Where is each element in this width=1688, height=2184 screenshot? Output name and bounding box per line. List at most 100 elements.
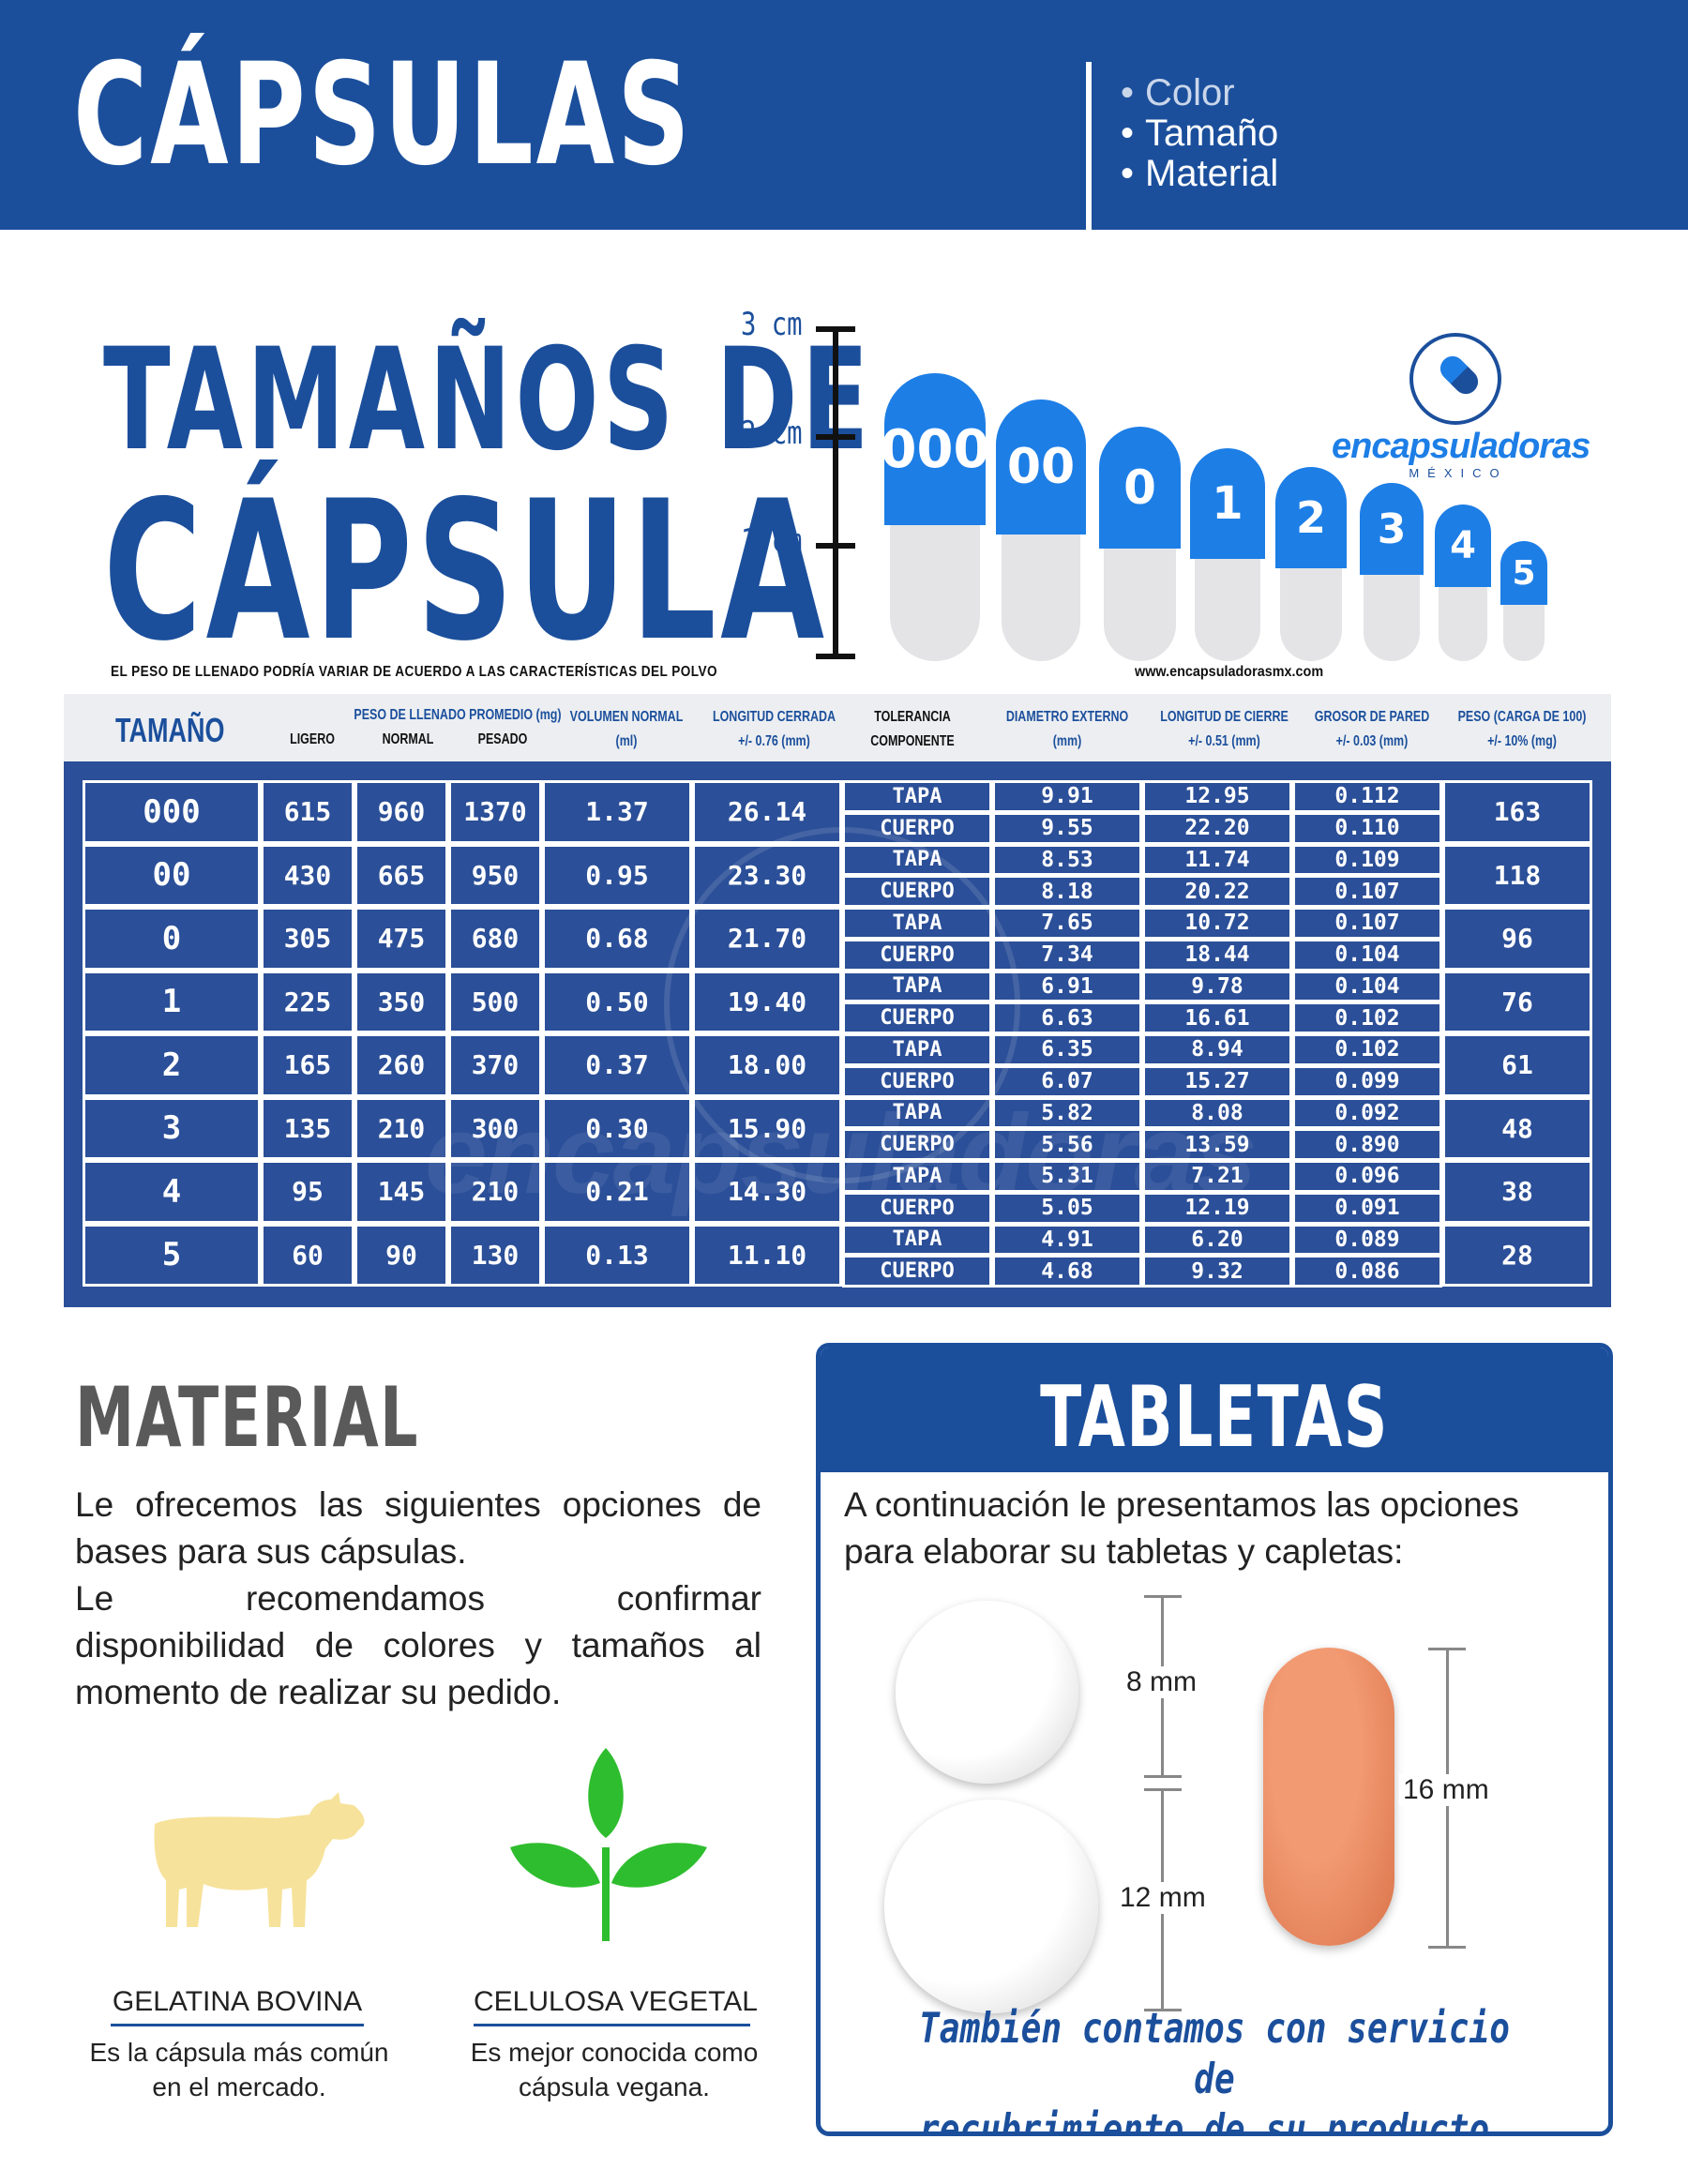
table-cell-normal: 665 — [354, 843, 448, 907]
table-cell-grosor-tapa: 0.102 — [1292, 1033, 1442, 1066]
table-cell-comp-cuerpo: CUERPO — [842, 1002, 992, 1034]
table-cell-cierre-tapa: 7.21 — [1142, 1160, 1292, 1193]
table-cell-grosor-tapa: 0.092 — [1292, 1096, 1442, 1130]
col-header-ligero: LIGERO — [290, 731, 335, 747]
table-cell-comp-tapa: TAPA — [842, 1096, 992, 1130]
table-cell-grosor-cuerpo: 0.107 — [1292, 875, 1442, 908]
ruler-label-1cm: 1 cm — [741, 522, 803, 560]
table-cell-long: 21.70 — [692, 907, 842, 971]
table-cell-size: 5 — [83, 1223, 261, 1287]
table-cell-grosor-tapa: 0.109 — [1292, 843, 1442, 877]
table-cell-long: 11.10 — [692, 1223, 842, 1287]
table-cell-diam-tapa: 6.35 — [992, 1033, 1142, 1066]
table-cell-long: 23.30 — [692, 843, 842, 907]
table-cell-normal: 90 — [354, 1223, 448, 1287]
table-cell-size: 3 — [83, 1096, 261, 1160]
table-cell-normal: 260 — [354, 1033, 448, 1097]
table-cell-comp-cuerpo: CUERPO — [842, 1191, 992, 1225]
tabletas-header: TABLETAS — [821, 1348, 1608, 1472]
brand-name: encapsuladoras — [1332, 427, 1590, 466]
ruler-label-3cm: 3 cm — [741, 306, 803, 343]
table-cell-comp-tapa: TAPA — [842, 1160, 992, 1193]
website-link[interactable]: www.encapsuladorasmx.com — [1135, 664, 1324, 680]
table-cell-cierre-cuerpo: 18.44 — [1142, 938, 1292, 972]
table-cell-diam-tapa: 7.65 — [992, 907, 1142, 940]
dim-label-8mm: 8 mm — [1123, 1666, 1200, 1698]
table-cell-long: 14.30 — [692, 1160, 842, 1224]
material-option-celulosa: CELULOSA VEGETAL — [474, 1986, 758, 2026]
leaf-icon — [506, 1744, 713, 1946]
ruler-tick-1cm — [816, 543, 855, 549]
table-cell-diam-cuerpo: 7.34 — [992, 938, 1142, 972]
table-cell-grosor-cuerpo: 0.102 — [1292, 1002, 1442, 1034]
material-title: MATERIAL — [75, 1369, 419, 1466]
table-cell-diam-tapa: 8.53 — [992, 843, 1142, 877]
table-cell-pesado: 1370 — [448, 780, 542, 844]
table-cell-long: 18.00 — [692, 1033, 842, 1097]
material-option-celulosa-desc: Es mejor conocida como cápsula vegana. — [470, 2038, 759, 2101]
sizes-title-line1: TAMAÑOS DE — [103, 319, 873, 482]
table-cell-comp-cuerpo: CUERPO — [842, 1255, 992, 1288]
coating-service-note: También contamos con servicio de recubrim… — [919, 2005, 1510, 2136]
table-cell-comp-cuerpo: CUERPO — [842, 1064, 992, 1098]
table-cell-pesado: 210 — [448, 1160, 542, 1224]
table-cell-grosor-tapa: 0.104 — [1292, 970, 1442, 1003]
ruler-label-2cm: 2 cm — [741, 414, 803, 452]
table-cell-comp-tapa: TAPA — [842, 1223, 992, 1257]
table-cell-pesado: 300 — [448, 1096, 542, 1160]
tablet-12mm — [884, 1800, 1098, 2013]
table-cell-grosor-tapa: 0.107 — [1292, 907, 1442, 940]
col-header-peso: PESO (CARGA DE 100) +/- 10% (mg) — [1457, 709, 1587, 749]
table-cell-vol: 0.95 — [542, 843, 692, 907]
size-ruler — [833, 326, 838, 659]
table-cell-comp-tapa: TAPA — [842, 843, 992, 877]
table-cell-diam-cuerpo: 6.07 — [992, 1064, 1142, 1098]
material-option-gelatina: GELATINA BOVINA — [111, 1986, 364, 2026]
header-divider — [1086, 62, 1092, 231]
col-header-normal: NORMAL — [382, 731, 434, 747]
table-cell-long: 15.90 — [692, 1096, 842, 1160]
table-cell-peso: 96 — [1442, 907, 1592, 971]
material-description: Le ofrecemos las siguientes opciones de … — [75, 1485, 761, 1711]
table-cell-comp-tapa: TAPA — [842, 1033, 992, 1066]
table-cell-diam-tapa: 9.91 — [992, 780, 1142, 813]
table-cell-diam-cuerpo: 4.68 — [992, 1255, 1142, 1288]
col-header-longitud: LONGITUD CERRADA +/- 0.76 (mm) — [712, 709, 836, 749]
dim-cap-12mm-top — [1144, 1788, 1182, 1791]
capsule-2: 2 — [1275, 467, 1347, 661]
table-cell-grosor-tapa: 0.096 — [1292, 1160, 1442, 1193]
table-cell-diam-cuerpo: 9.55 — [992, 811, 1142, 845]
table-cell-peso: 28 — [1442, 1223, 1592, 1287]
table-cell-grosor-cuerpo: 0.890 — [1292, 1128, 1442, 1161]
table-cell-ligero: 165 — [261, 1033, 354, 1097]
dim-cap-16mm-top — [1428, 1648, 1466, 1650]
table-cell-long: 26.14 — [692, 780, 842, 844]
table-cell-pesado: 680 — [448, 907, 542, 971]
table-cell-diam-cuerpo: 5.05 — [992, 1191, 1142, 1225]
table-cell-grosor-tapa: 0.089 — [1292, 1223, 1442, 1257]
tabletas-panel: TABLETAS A continuación le presentamos l… — [816, 1343, 1613, 2136]
table-cell-cierre-tapa: 10.72 — [1142, 907, 1292, 940]
table-cell-vol: 0.13 — [542, 1223, 692, 1287]
table-cell-cierre-tapa: 8.08 — [1142, 1096, 1292, 1130]
table-cell-vol: 0.68 — [542, 907, 692, 971]
table-cell-vol: 0.37 — [542, 1033, 692, 1097]
table-cell-diam-tapa: 4.91 — [992, 1223, 1142, 1257]
ruler-tick-2cm — [816, 434, 855, 440]
table-header: TAMAÑO PESO DE LLENADO PROMEDIO (mg) LIG… — [64, 694, 1611, 761]
table-cell-ligero: 225 — [261, 970, 354, 1033]
table-cell-pesado: 370 — [448, 1033, 542, 1097]
table-cell-diam-tapa: 5.31 — [992, 1160, 1142, 1193]
capsule-4: 4 — [1435, 505, 1491, 661]
table-cell-vol: 1.37 — [542, 780, 692, 844]
page-header: CÁPSULAS • Color • Tamaño • Material — [0, 0, 1688, 231]
table-cell-ligero: 615 — [261, 780, 354, 844]
table-cell-cierre-cuerpo: 20.22 — [1142, 875, 1292, 908]
table-cell-normal: 145 — [354, 1160, 448, 1224]
table-cell-peso: 76 — [1442, 970, 1592, 1033]
col-header-diametro: DIAMETRO EXTERNO (mm) — [1005, 709, 1129, 749]
capsule-logo-icon — [1409, 333, 1501, 425]
table-cell-grosor-tapa: 0.112 — [1292, 780, 1442, 813]
tabletas-title: TABLETAS — [1040, 1368, 1389, 1467]
ruler-tick-3cm — [816, 326, 855, 332]
